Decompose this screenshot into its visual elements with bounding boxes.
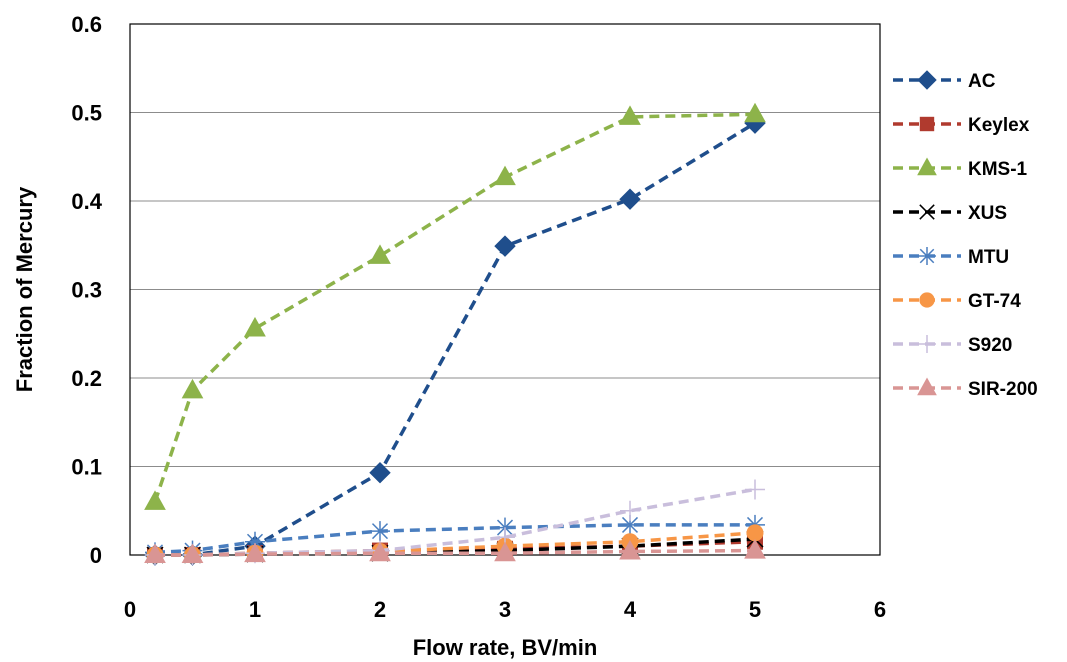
legend-marker — [919, 292, 935, 308]
data-point — [619, 105, 641, 125]
y-tick-label: 0 — [90, 543, 102, 568]
series-line — [154, 523, 755, 555]
series-line — [153, 112, 756, 503]
data-point — [144, 543, 166, 563]
data-point — [369, 461, 391, 484]
data-point — [181, 543, 204, 563]
legend-item: SIR-200 — [893, 377, 1038, 400]
data-point-stroke — [371, 523, 389, 540]
legend-label: S920 — [968, 335, 1012, 356]
x-axis-title: Flow rate, BV/min — [413, 635, 598, 660]
series-line — [155, 121, 756, 557]
x-tick-label: 0 — [124, 597, 136, 622]
data-point — [369, 541, 391, 562]
series-group — [144, 102, 766, 566]
x-tick-label: 4 — [624, 597, 637, 622]
data-point — [619, 188, 641, 210]
data-point — [746, 524, 764, 542]
data-point — [370, 521, 390, 542]
legend-marker — [918, 247, 936, 265]
data-point — [369, 244, 391, 264]
y-tick-label: 0.2 — [71, 366, 102, 391]
legend-marker — [917, 377, 937, 396]
legend-label: AC — [968, 71, 996, 92]
series-kms-1 — [144, 102, 766, 510]
legend-marker — [919, 116, 935, 132]
data-point — [620, 500, 640, 521]
series-sir-200 — [144, 539, 766, 563]
x-tick-label: 2 — [374, 597, 386, 622]
y-tick-label: 0.3 — [71, 278, 102, 303]
x-tick-label: 5 — [749, 597, 761, 622]
y-tick-label: 0.1 — [71, 455, 102, 480]
legend-item: KMS-1 — [893, 157, 1028, 180]
series-line — [155, 487, 756, 557]
y-tick-label: 0.4 — [71, 189, 102, 214]
data-point-stroke — [621, 516, 639, 533]
data-point — [745, 479, 765, 500]
y-tick-label: 0.6 — [71, 12, 102, 37]
x-tick-label: 3 — [499, 597, 511, 622]
legend-label: XUS — [968, 203, 1007, 224]
data-point — [244, 316, 266, 337]
legend-item: MTU — [893, 247, 1009, 268]
legend-marker — [918, 335, 936, 353]
legend-label: GT-74 — [968, 291, 1021, 312]
x-tick-label: 1 — [249, 597, 261, 622]
legend-marker — [919, 204, 935, 220]
legend-item: AC — [893, 70, 996, 92]
data-point — [494, 541, 516, 562]
data-point-stroke — [919, 248, 935, 264]
legend-label: KMS-1 — [968, 159, 1028, 180]
data-point — [619, 539, 641, 560]
series-ac — [144, 112, 766, 566]
x-tick-label: 6 — [874, 597, 886, 622]
data-point — [181, 378, 204, 399]
y-axis-title: Fraction of Mercury — [12, 186, 37, 392]
legend-marker — [917, 157, 937, 176]
legend-item: S920 — [893, 335, 1012, 356]
data-point — [144, 490, 166, 510]
legend: AC Keylex KMS-1 XUS MTU GT-74 S920 SIR-200 — [893, 70, 1038, 400]
data-point — [494, 165, 516, 186]
data-point — [744, 539, 766, 559]
y-axis-ticks: 0 0.1 0.2 0.3 0.4 0.5 0.6 — [71, 12, 102, 568]
legend-label: Keylex — [968, 115, 1030, 136]
legend-marker — [917, 70, 937, 90]
x-axis-ticks: 0 1 2 3 4 5 6 — [124, 597, 886, 622]
legend-label: SIR-200 — [968, 379, 1038, 400]
legend-item: Keylex — [893, 115, 1030, 136]
legend-label: MTU — [968, 247, 1009, 268]
data-point-stroke — [919, 204, 935, 220]
data-point — [244, 542, 266, 563]
series-line — [155, 531, 756, 557]
grid — [130, 112, 880, 467]
data-point — [744, 102, 766, 123]
y-tick-label: 0.5 — [71, 101, 102, 126]
legend-item: GT-74 — [893, 291, 1021, 312]
legend-item: XUS — [893, 203, 1007, 224]
data-point — [494, 235, 516, 257]
